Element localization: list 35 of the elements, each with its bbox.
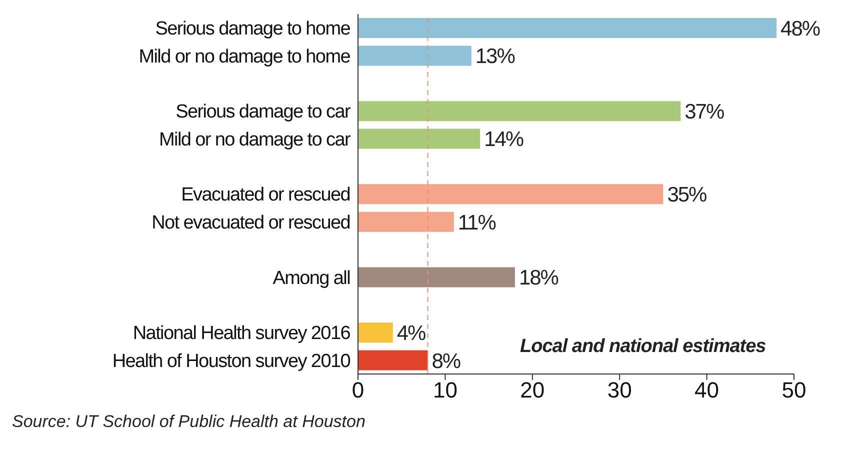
bar [358,322,393,343]
bar [358,212,454,232]
data-label: 14% [484,128,524,152]
x-tick-label: 50 [782,378,806,403]
data-label: 37% [684,100,724,124]
data-label: 18% [518,266,558,290]
bar [358,18,777,38]
y-tick-label: Evacuated or rescued [181,184,350,206]
bar [358,184,664,204]
data-label: 35% [667,184,707,207]
x-tick-label: 40 [694,378,720,403]
y-tick-label: Health of Houston survey 2010 [112,350,350,372]
data-label: 8% [432,350,460,373]
data-label: 4% [396,322,426,346]
y-tick-label: Serious damage to home [155,18,350,40]
x-tick-label: 0 [352,378,364,403]
x-tick-label: 30 [607,378,632,403]
y-tick-label: National Health survey 2016 [132,323,350,344]
bar [358,101,681,122]
annotation: Local and national estimates [520,336,766,358]
source-note: Source: UT School of Public Health at Houston [12,412,366,432]
bar [358,128,480,149]
y-tick-label: Not evacuated or rescued [152,212,350,234]
y-tick-label: Among all [272,268,350,289]
y-tick-label: Mild or no damage to car [159,129,352,150]
bar [358,350,428,370]
bar [358,267,515,288]
y-tick-label: Mild or no damage to home [138,46,350,68]
data-label: 13% [475,45,515,68]
data-label: 48% [780,17,820,40]
data-label: 11% [458,211,496,234]
x-tick-label: 20 [520,378,545,403]
bar [358,46,472,66]
y-tick-label: Serious damage to car [176,102,352,123]
x-tick-label: 10 [432,378,458,403]
